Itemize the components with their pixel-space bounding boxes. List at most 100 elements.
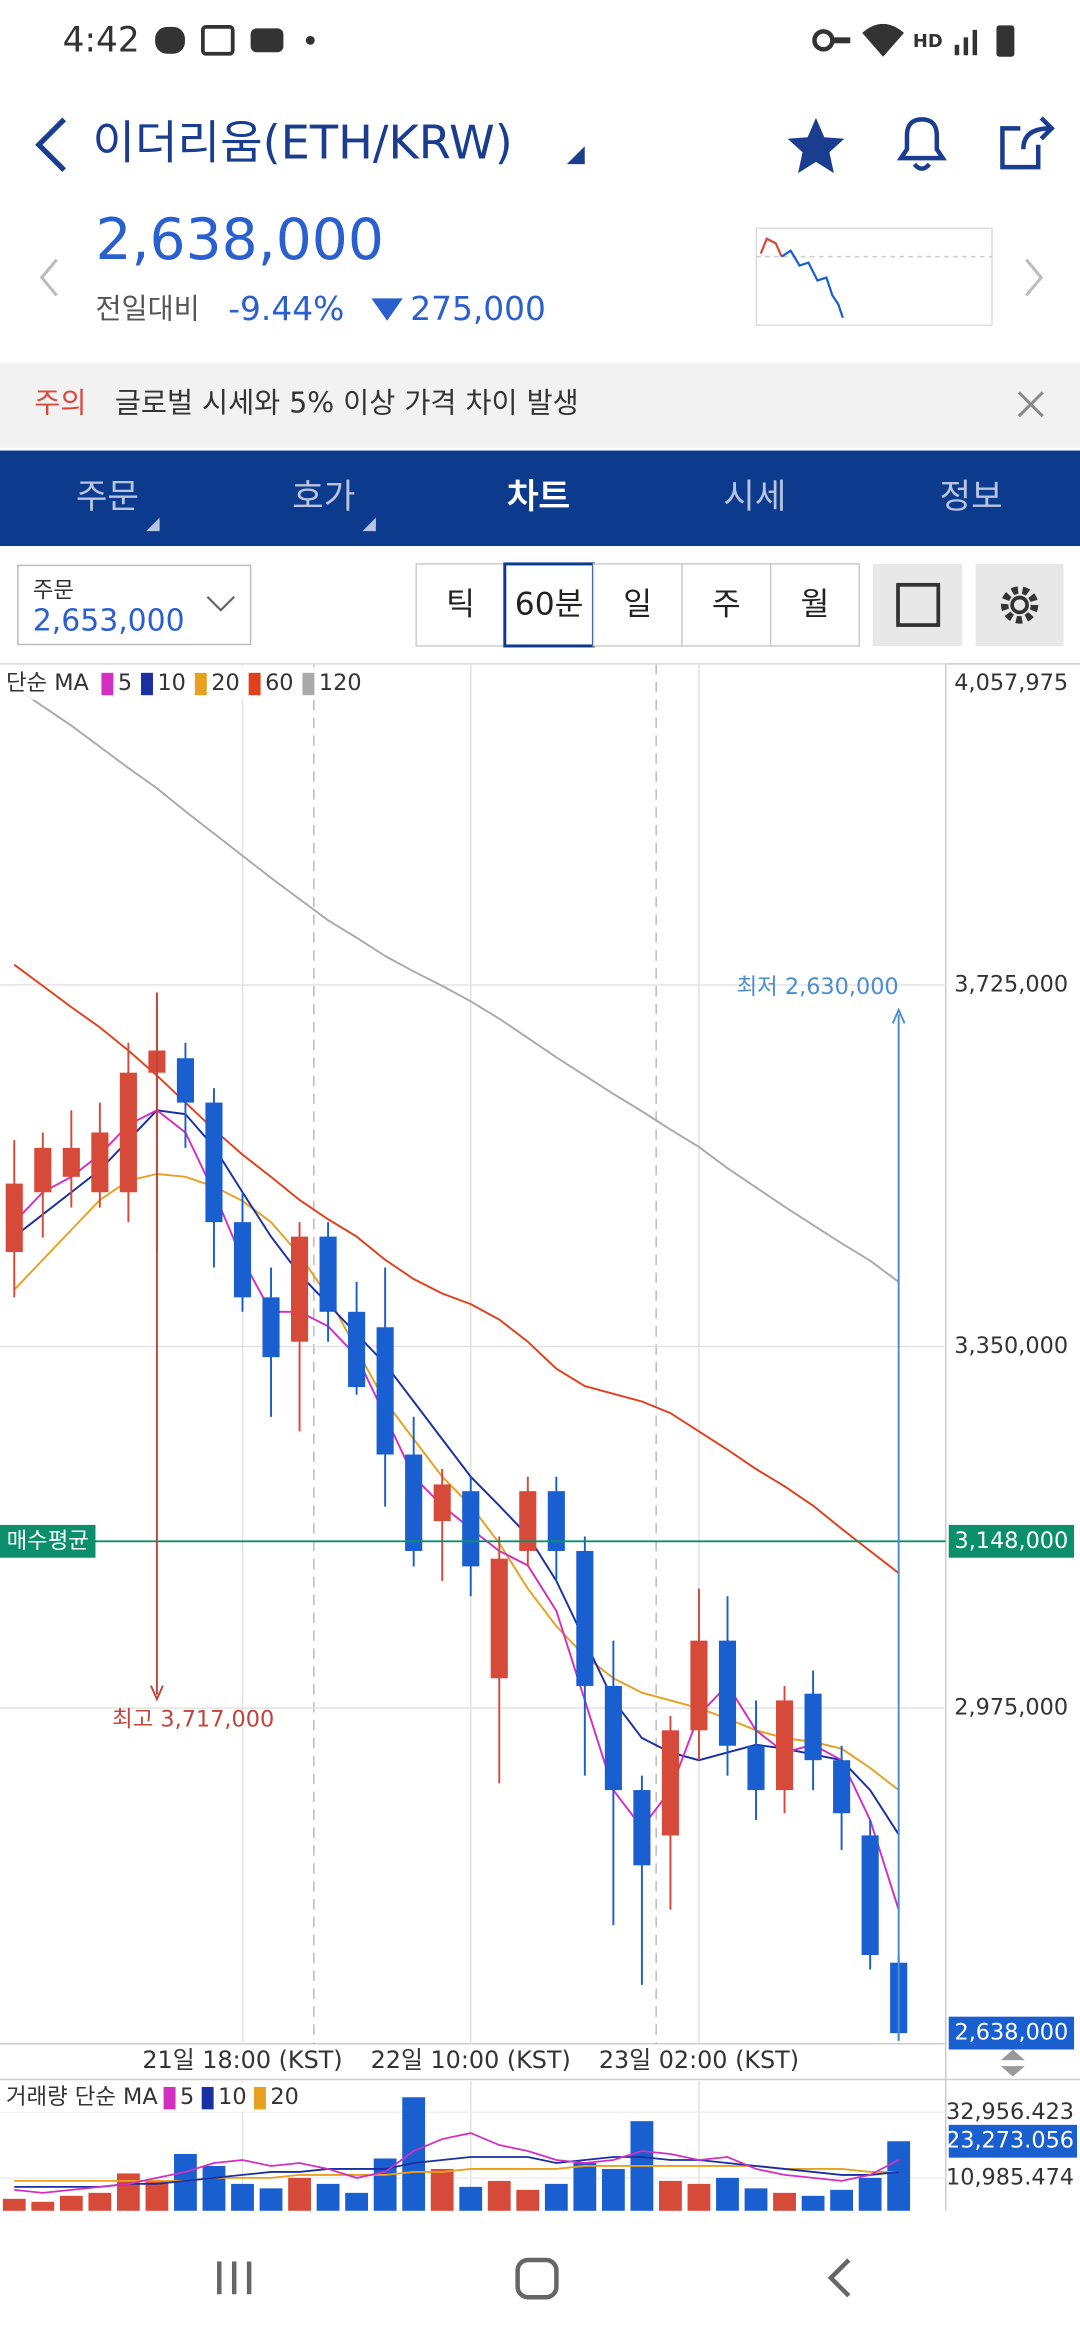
ma-line xyxy=(13,1109,900,1910)
high-label: 최고 3,717,000 xyxy=(112,1706,274,1732)
notice-close[interactable] xyxy=(1017,391,1044,418)
tab-marker xyxy=(146,517,160,532)
app-icon xyxy=(250,28,284,53)
axis-scale-handle[interactable] xyxy=(1000,2049,1025,2077)
legend-swatch xyxy=(194,672,207,696)
interval-button[interactable] xyxy=(415,563,506,647)
change-label: 전일대비 xyxy=(95,292,199,325)
legend-swatch xyxy=(101,672,114,696)
ma-line xyxy=(13,963,900,1574)
volume-bar xyxy=(2,2198,26,2211)
chat-icon xyxy=(155,26,185,54)
volume-bar xyxy=(716,2177,739,2211)
alarm-button[interactable] xyxy=(896,117,947,171)
tab[interactable]: 호가 xyxy=(292,477,355,517)
status-icons: HD xyxy=(155,23,1015,57)
volume-bar xyxy=(659,2180,682,2211)
gear-hub xyxy=(1010,595,1029,615)
volume-bar xyxy=(31,2201,55,2211)
legend-title: 거래량 단순 MA xyxy=(6,2084,158,2110)
candle-body xyxy=(690,1640,708,1731)
candle-body xyxy=(5,1183,23,1253)
status-time: 4:42 xyxy=(63,20,140,60)
last-price-badge xyxy=(948,2016,1075,2050)
legend-title: 단순 MA xyxy=(6,670,90,696)
volume-bar xyxy=(801,2195,825,2211)
coin-title[interactable]: 이더리움(ETH/KRW) xyxy=(92,116,512,170)
candle-body xyxy=(576,1550,594,1686)
legend-label: 5 xyxy=(118,670,132,696)
tab-marker xyxy=(362,517,376,532)
tab[interactable]: 주문 xyxy=(76,477,139,517)
next-button[interactable] xyxy=(1025,258,1044,297)
legend-swatch xyxy=(248,672,261,696)
candle-body xyxy=(833,1760,851,1814)
interval-button[interactable] xyxy=(769,563,860,647)
tab-active[interactable]: 차트 xyxy=(507,477,570,517)
interval-button[interactable] xyxy=(681,563,772,647)
volume-ma-line xyxy=(14,2132,900,2194)
legend-swatch xyxy=(163,2086,176,2110)
interval-label: 주 xyxy=(712,587,741,623)
volume-bar xyxy=(59,2195,83,2211)
legend-label: 120 xyxy=(319,670,362,696)
wifi-icon xyxy=(862,23,904,57)
sparkline-up xyxy=(759,237,783,258)
image-icon xyxy=(201,25,235,56)
settings-button[interactable] xyxy=(975,563,1064,646)
order-dropdown xyxy=(206,595,235,612)
y-tick-label: 32,956.423 xyxy=(946,2099,1074,2125)
candle-body xyxy=(547,1491,565,1551)
volume-bar xyxy=(430,2168,454,2211)
legend-label: 5 xyxy=(180,2084,194,2110)
volume-bar xyxy=(487,2180,511,2211)
interval-label: 일 xyxy=(623,587,652,623)
volume-bar xyxy=(459,2186,483,2211)
current-price: 2,638,000 xyxy=(95,207,383,273)
notice-bar xyxy=(0,362,1080,448)
nav-recents[interactable] xyxy=(217,2261,252,2295)
favorite-button[interactable] xyxy=(787,117,845,174)
notice-text: 글로벌 시세와 5% 이상 가격 차이 발생 xyxy=(115,386,579,419)
battery-icon xyxy=(996,25,1015,57)
candle-body xyxy=(490,1558,508,1679)
draw-button[interactable] xyxy=(872,563,963,646)
tab[interactable]: 정보 xyxy=(940,477,1003,517)
y-tick-label: 3,725,000 xyxy=(954,971,1068,997)
nav-home[interactable] xyxy=(515,2257,559,2300)
low-arrowhead xyxy=(891,1007,906,1024)
change-percent: -9.44% xyxy=(228,290,344,328)
legend-swatch xyxy=(302,672,315,696)
y-tick-label: 3,350,000 xyxy=(954,1333,1068,1359)
title-dropdown[interactable] xyxy=(566,146,585,165)
legend-bg xyxy=(0,2082,321,2113)
ma-line xyxy=(13,1172,900,1791)
nav-back[interactable] xyxy=(827,2258,851,2298)
volume-bar xyxy=(887,2141,911,2211)
back-button[interactable] xyxy=(35,117,66,172)
key-icon-bar xyxy=(830,37,851,44)
volume-bar xyxy=(145,2180,169,2211)
order-box[interactable] xyxy=(17,564,252,646)
tab[interactable]: 시세 xyxy=(723,477,786,517)
volume-bar xyxy=(687,2183,711,2211)
interval-button[interactable] xyxy=(592,563,683,647)
candle-body xyxy=(519,1491,537,1551)
candle-body xyxy=(119,1072,137,1193)
volume-bar xyxy=(202,2165,226,2211)
volume-bar xyxy=(744,2188,768,2211)
ma-line xyxy=(13,686,900,1283)
y-tick-label: 2,975,000 xyxy=(954,1695,1068,1721)
signal-bar xyxy=(963,37,969,56)
signal-bar xyxy=(972,29,978,56)
share-button[interactable] xyxy=(1000,116,1055,170)
candle-body xyxy=(861,1835,879,1955)
prev-button[interactable] xyxy=(39,258,58,297)
candle-body xyxy=(205,1102,223,1223)
candle-body xyxy=(775,1700,794,1791)
candle-body xyxy=(462,1491,480,1567)
notice-tag: 주의 xyxy=(34,386,86,419)
x-tick-label: 22일 10:00 (KST) xyxy=(371,2046,571,2074)
volume-bar xyxy=(116,2173,140,2211)
interval-button-selected[interactable] xyxy=(503,562,595,648)
